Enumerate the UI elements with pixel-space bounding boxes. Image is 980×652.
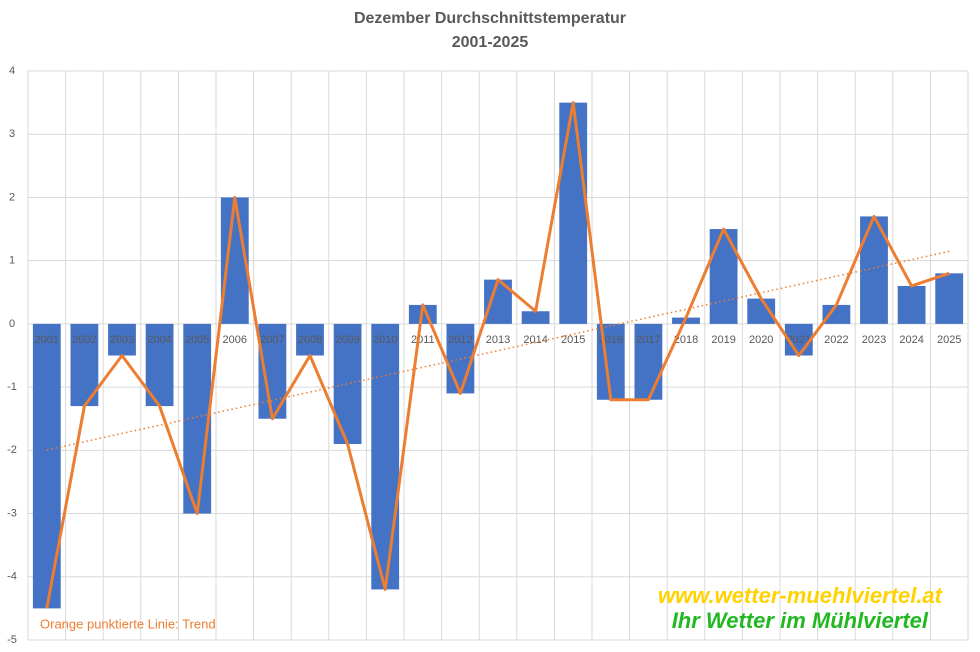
annotation: Orange punktierte Linie: Trend	[40, 616, 216, 631]
y-tick-label: 0	[9, 318, 15, 330]
x-tick-label: 2012	[448, 334, 472, 346]
y-tick-label: 4	[9, 65, 15, 77]
bar	[371, 323, 400, 590]
y-tick-label: -4	[7, 571, 17, 583]
x-tick-label: 2004	[147, 334, 171, 346]
y-tick-label: 1	[9, 255, 15, 267]
bar	[709, 229, 738, 324]
x-tick-label: 2001	[35, 334, 59, 346]
x-tick-label: 2021	[787, 334, 811, 346]
bar	[296, 323, 324, 356]
y-tick-label: -5	[7, 634, 17, 646]
x-tick-label: 2005	[185, 334, 209, 346]
x-tick-label: 2017	[636, 334, 660, 346]
x-tick-label: 2018	[674, 334, 698, 346]
chart-title: Dezember Durchschnittstemperatur	[354, 10, 626, 27]
bar	[32, 323, 61, 609]
x-tick-label: 2023	[862, 334, 886, 346]
x-tick-label: 2019	[711, 334, 735, 346]
watermark: Ihr Wetter im Mühlviertel	[672, 608, 929, 633]
y-tick-label: 3	[9, 128, 15, 140]
x-tick-label: 2022	[824, 334, 848, 346]
bar	[822, 304, 851, 324]
watermark: www.wetter-muehlviertel.at	[658, 583, 944, 608]
y-tick-label: -1	[7, 381, 17, 393]
trend-line	[46, 250, 950, 451]
y-tick-label: -2	[7, 444, 17, 456]
x-tick-label: 2013	[486, 334, 510, 346]
bar	[559, 102, 588, 324]
x-tick-label: 2006	[223, 334, 247, 346]
x-tick-label: 2010	[373, 334, 397, 346]
bar	[108, 323, 136, 356]
y-tick-label: 2	[9, 191, 15, 203]
x-tick-label: 2002	[72, 334, 96, 346]
y-tick-label: -3	[7, 507, 17, 519]
line	[45, 101, 950, 609]
x-tick-label: 2024	[899, 334, 923, 346]
x-tick-label: 2008	[298, 334, 322, 346]
plot-area: -5 -4 -3 -2 -1 0 1 2 3 4 2001 2002 2003 2004 2005 2006 2…	[7, 65, 969, 646]
x-tick-label: 2025	[937, 334, 961, 346]
x-tick-label: 2007	[260, 334, 284, 346]
chart-subtitle: 2001-2025	[452, 34, 529, 51]
x-tick-label: 2009	[335, 334, 359, 346]
x-tick-label: 2020	[749, 334, 773, 346]
x-tick-label: 2011	[411, 334, 435, 346]
bar	[897, 285, 926, 324]
x-tick-label: 2003	[110, 334, 134, 346]
bar	[634, 323, 663, 400]
bar	[521, 311, 550, 324]
bar	[935, 273, 964, 324]
x-tick-label: 2015	[561, 334, 585, 346]
x-tick-label: 2014	[523, 334, 547, 346]
